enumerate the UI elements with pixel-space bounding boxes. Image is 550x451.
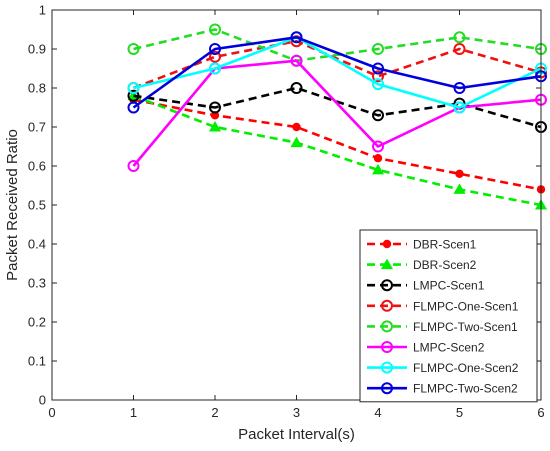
y-tick-label: 0.6 — [28, 159, 46, 174]
series-line — [133, 98, 542, 191]
data-point — [127, 89, 140, 101]
x-tick-label: 0 — [48, 405, 55, 420]
legend-entry: FLMPC-One-Scen2 — [367, 361, 519, 375]
series-line — [133, 28, 542, 63]
legend-marker — [381, 361, 393, 374]
y-tick-label: 1 — [39, 3, 46, 18]
data-point — [209, 62, 221, 75]
y-tick-label: 0.9 — [28, 42, 46, 57]
data-point — [453, 183, 466, 194]
data-point — [453, 31, 466, 44]
legend-label: LMPC-Scen2 — [413, 341, 485, 355]
legend-marker — [381, 279, 393, 292]
data-point — [372, 140, 384, 153]
x-tick-label: 2 — [211, 405, 218, 420]
data-point — [372, 163, 384, 175]
y-tick-label: 0.1 — [28, 354, 46, 369]
legend-marker — [381, 382, 393, 395]
x-tick-label: 1 — [130, 405, 137, 420]
y-tick-label: 0.8 — [28, 81, 46, 96]
legend-marker — [381, 258, 393, 270]
series-layer — [127, 23, 547, 210]
x-tick-label: 3 — [293, 405, 300, 420]
data-point — [209, 50, 221, 63]
y-tick-label: 0.4 — [28, 237, 46, 252]
legend-marker — [381, 320, 393, 333]
y-tick-label: 0.3 — [28, 276, 46, 291]
data-point — [453, 82, 466, 94]
data-point — [210, 111, 220, 120]
series-line — [132, 59, 542, 167]
series-line — [132, 35, 542, 109]
data-point — [290, 136, 303, 148]
series-lmpc-scen1 — [127, 82, 547, 133]
legend-label: FLMPC-One-Scen1 — [413, 299, 519, 313]
legend-label: FLMPC-Two-Scen2 — [413, 382, 518, 396]
legend-marker — [382, 239, 392, 249]
data-point — [372, 78, 384, 91]
data-point — [453, 101, 466, 114]
data-point — [372, 70, 384, 83]
data-point — [209, 43, 221, 55]
legend-label: DBR-Scen2 — [413, 258, 477, 272]
y-tick-label: 0 — [39, 393, 46, 408]
y-axis-label: Packet Received Ratio — [4, 129, 21, 281]
data-point — [290, 54, 303, 67]
data-point — [453, 43, 466, 55]
legend: DBR-Scen1 DBR-Scen2 LMPC-Scen1 FLMPC-One-Sc… — [359, 229, 538, 403]
series-line — [133, 35, 542, 109]
data-point — [290, 82, 303, 94]
data-point — [209, 23, 221, 36]
legend-entry: LMPC-Scen2 — [367, 341, 485, 355]
legend-entry: DBR-Scen1 — [367, 238, 477, 252]
legend-marker — [381, 299, 393, 312]
x-tick-label: 4 — [374, 405, 381, 420]
legend-label: FLMPC-One-Scen2 — [413, 361, 519, 375]
series-line — [133, 94, 542, 207]
legend-entry: FLMPC-Two-Scen1 — [367, 320, 518, 334]
series-flmpc-two-scen2 — [127, 31, 547, 114]
data-point — [455, 169, 464, 178]
legend-label: DBR-Scen1 — [413, 238, 477, 252]
data-point — [127, 160, 140, 172]
data-point — [127, 101, 140, 114]
series-line — [133, 86, 542, 129]
x-axis-label: Packet Interval(s) — [238, 426, 355, 443]
legend-entry: FLMPC-One-Scen1 — [367, 299, 519, 313]
plot-frame — [51, 9, 542, 401]
y-tick-label: 0.2 — [28, 315, 46, 330]
data-point — [209, 121, 221, 132]
legend-marker — [381, 341, 393, 353]
data-point — [127, 82, 140, 94]
series-line — [133, 39, 542, 90]
data-point — [290, 31, 303, 44]
x-tick-label: 6 — [537, 405, 544, 420]
data-point — [373, 154, 383, 163]
legend-label: LMPC-Scen1 — [413, 279, 485, 293]
data-point — [292, 122, 301, 132]
data-point — [127, 43, 140, 55]
data-point — [127, 89, 140, 102]
legend-entry: LMPC-Scen1 — [367, 279, 485, 293]
data-point — [372, 62, 384, 75]
legend-label: FLMPC-Two-Scen1 — [413, 320, 518, 334]
data-point — [372, 43, 384, 55]
legend-entry: DBR-Scen2 — [367, 258, 477, 272]
x-tick-label: 5 — [456, 405, 463, 420]
legend-box — [359, 229, 538, 403]
data-point — [372, 109, 384, 122]
y-tick-label: 0.7 — [28, 120, 46, 135]
y-tick-label: 0.5 — [28, 198, 46, 213]
data-point — [209, 101, 221, 114]
legend-entry: FLMPC-Two-Scen2 — [367, 382, 518, 396]
